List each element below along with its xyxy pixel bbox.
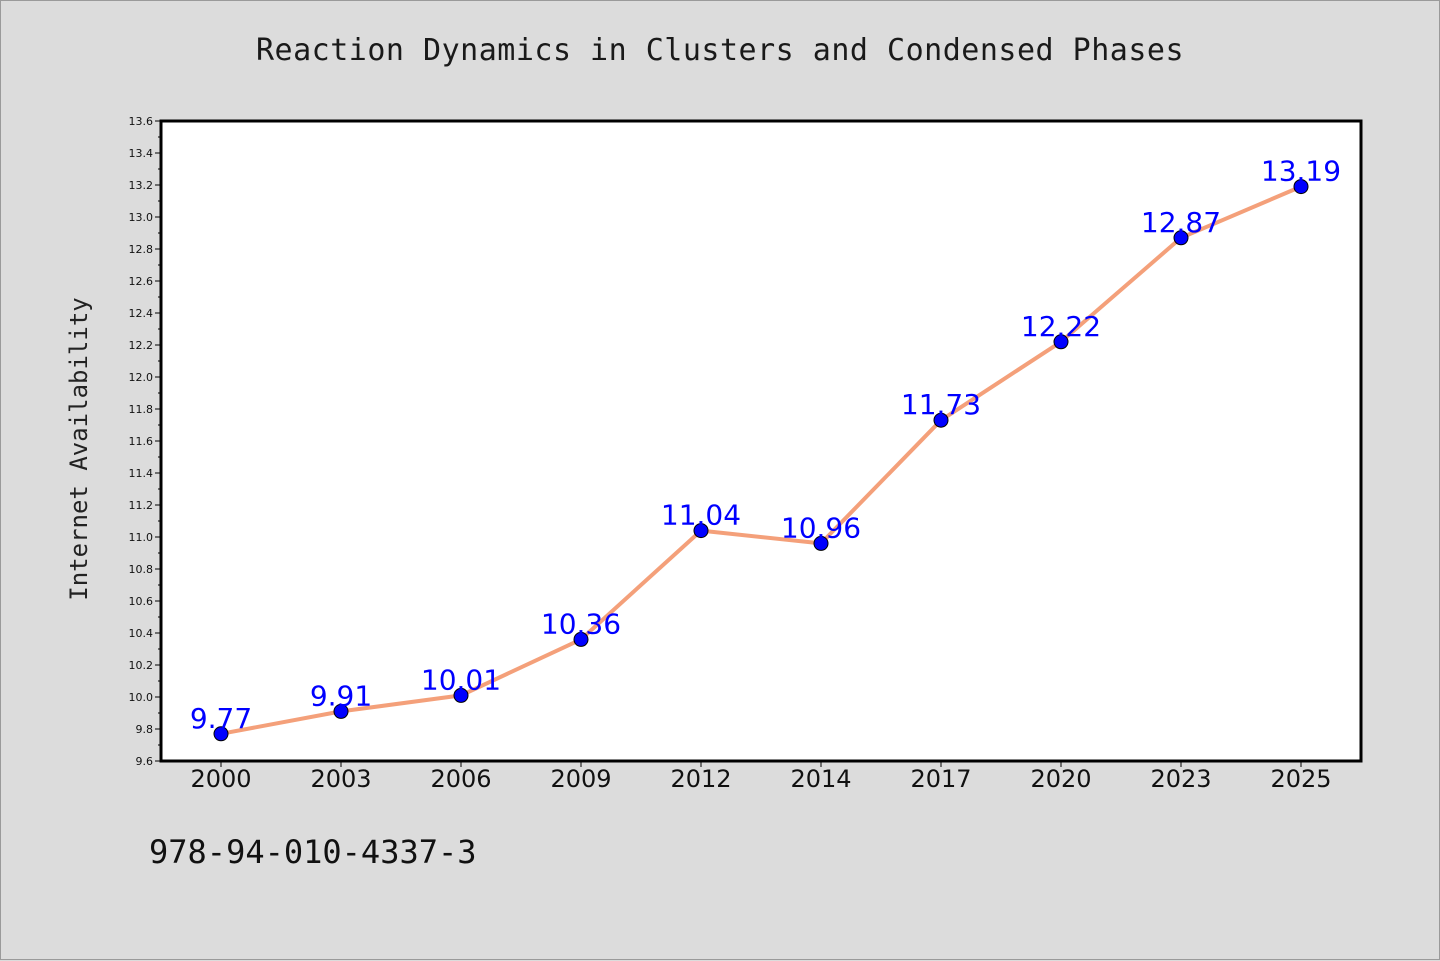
x-tick-label: 2020 [1030,765,1091,793]
data-label: 9.77 [190,702,252,735]
data-label: 11.73 [901,388,981,421]
data-label: 10.96 [781,511,861,544]
y-tick-label: 10.8 [129,563,154,576]
y-tick-label: 10.0 [129,691,154,704]
plot-area [159,119,1363,763]
data-point [1053,334,1069,350]
y-axis: 9.6 9.8 10.0 10.2 10.4 10.6 10.8 11.0 11.2 11.4 11… [129,115,161,768]
series-line [219,184,1303,736]
y-tick-label: 12.4 [129,307,154,320]
x-tick-label: 2017 [910,765,971,793]
data-point [453,687,469,703]
y-tick-label: 9.6 [136,755,154,768]
y-tick-label: 12.0 [129,371,154,384]
y-tick-label: 10.4 [129,627,154,640]
x-tick-label: 2025 [1270,765,1331,793]
y-tick-label: 9.8 [136,723,154,736]
y-tick-label: 13.0 [129,211,154,224]
y-tick-label: 11.8 [129,403,154,416]
data-label: 13.19 [1261,155,1341,188]
data-label: 9.91 [310,679,372,712]
y-tick-label: 12.8 [129,243,154,256]
data-label: 10.01 [421,663,501,696]
x-tick-label: 2009 [550,765,611,793]
data-label: 12.87 [1141,206,1221,239]
y-tick-label: 11.2 [129,499,154,512]
y-axis-label: Internet Availability [65,297,93,600]
chart-title: Reaction Dynamics in Clusters and Conden… [255,33,1185,68]
x-tick-label: 2006 [430,765,491,793]
y-tick-label: 10.2 [129,659,154,672]
y-tick-label: 11.0 [129,531,154,544]
y-tick-label: 12.6 [129,275,154,288]
data-label: 12.22 [1021,310,1101,343]
data-point [573,631,589,647]
y-tick-label: 13.6 [129,115,154,128]
x-axis: 2000 2003 2006 2009 2012 2014 2017 2020 2023 2025 [190,761,1332,793]
y-tick-label: 11.4 [129,467,154,480]
data-point [933,412,949,428]
x-tick-label: 2012 [670,765,731,793]
x-tick-label: 2000 [190,765,251,793]
data-point [333,703,349,719]
x-tick-label: 2014 [790,765,851,793]
y-tick-label: 13.2 [129,179,154,192]
data-label: 11.04 [661,499,741,532]
data-label: 10.36 [541,607,621,640]
y-tick-label: 10.6 [129,595,154,608]
data-point [813,535,829,551]
y-tick-label: 11.6 [129,435,154,448]
isbn-annotation: 978-94-010-4337-3 [149,833,477,871]
data-point [1173,230,1189,246]
y-tick-label: 13.4 [129,147,154,160]
series-group [213,179,1309,742]
data-labels-group: 9.77 9.91 10.01 10.36 11.04 10.96 11.73 12.22 12… [190,155,1341,735]
data-point [693,523,709,539]
data-point [213,726,229,742]
data-point [1293,179,1309,195]
x-tick-label: 2023 [1150,765,1211,793]
x-tick-label: 2003 [310,765,371,793]
y-tick-label: 12.2 [129,339,154,352]
